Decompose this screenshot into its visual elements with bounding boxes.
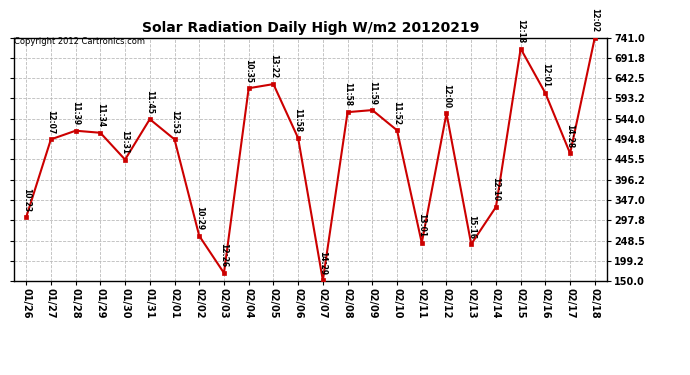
Text: 10:35: 10:35	[244, 58, 253, 82]
Text: 10:29: 10:29	[195, 206, 204, 230]
Text: 12:53: 12:53	[170, 110, 179, 134]
Text: 13:31: 13:31	[121, 130, 130, 154]
Text: 11:59: 11:59	[368, 81, 377, 105]
Text: 11:52: 11:52	[393, 101, 402, 125]
Text: 12:26: 12:26	[219, 243, 228, 267]
Text: Copyright 2012 Cartronics.com: Copyright 2012 Cartronics.com	[14, 38, 145, 46]
Text: 11:34: 11:34	[96, 103, 105, 127]
Text: 11:39: 11:39	[71, 101, 80, 125]
Text: 14:28: 14:28	[566, 124, 575, 148]
Text: 10:23: 10:23	[21, 188, 30, 212]
Text: 12:07: 12:07	[46, 110, 55, 134]
Text: 13:22: 13:22	[269, 54, 278, 78]
Text: 14:29: 14:29	[318, 251, 327, 275]
Text: 11:58: 11:58	[343, 82, 352, 106]
Text: 11:45: 11:45	[146, 90, 155, 114]
Text: 15:16: 15:16	[466, 214, 475, 238]
Title: Solar Radiation Daily High W/m2 20120219: Solar Radiation Daily High W/m2 20120219	[142, 21, 479, 35]
Text: 12:18: 12:18	[516, 19, 525, 43]
Text: 12:10: 12:10	[491, 177, 500, 201]
Text: 13:01: 13:01	[417, 213, 426, 237]
Text: 12:00: 12:00	[442, 84, 451, 108]
Text: 11:58: 11:58	[294, 108, 303, 133]
Text: 12:01: 12:01	[541, 63, 550, 88]
Text: 12:02: 12:02	[591, 8, 600, 32]
